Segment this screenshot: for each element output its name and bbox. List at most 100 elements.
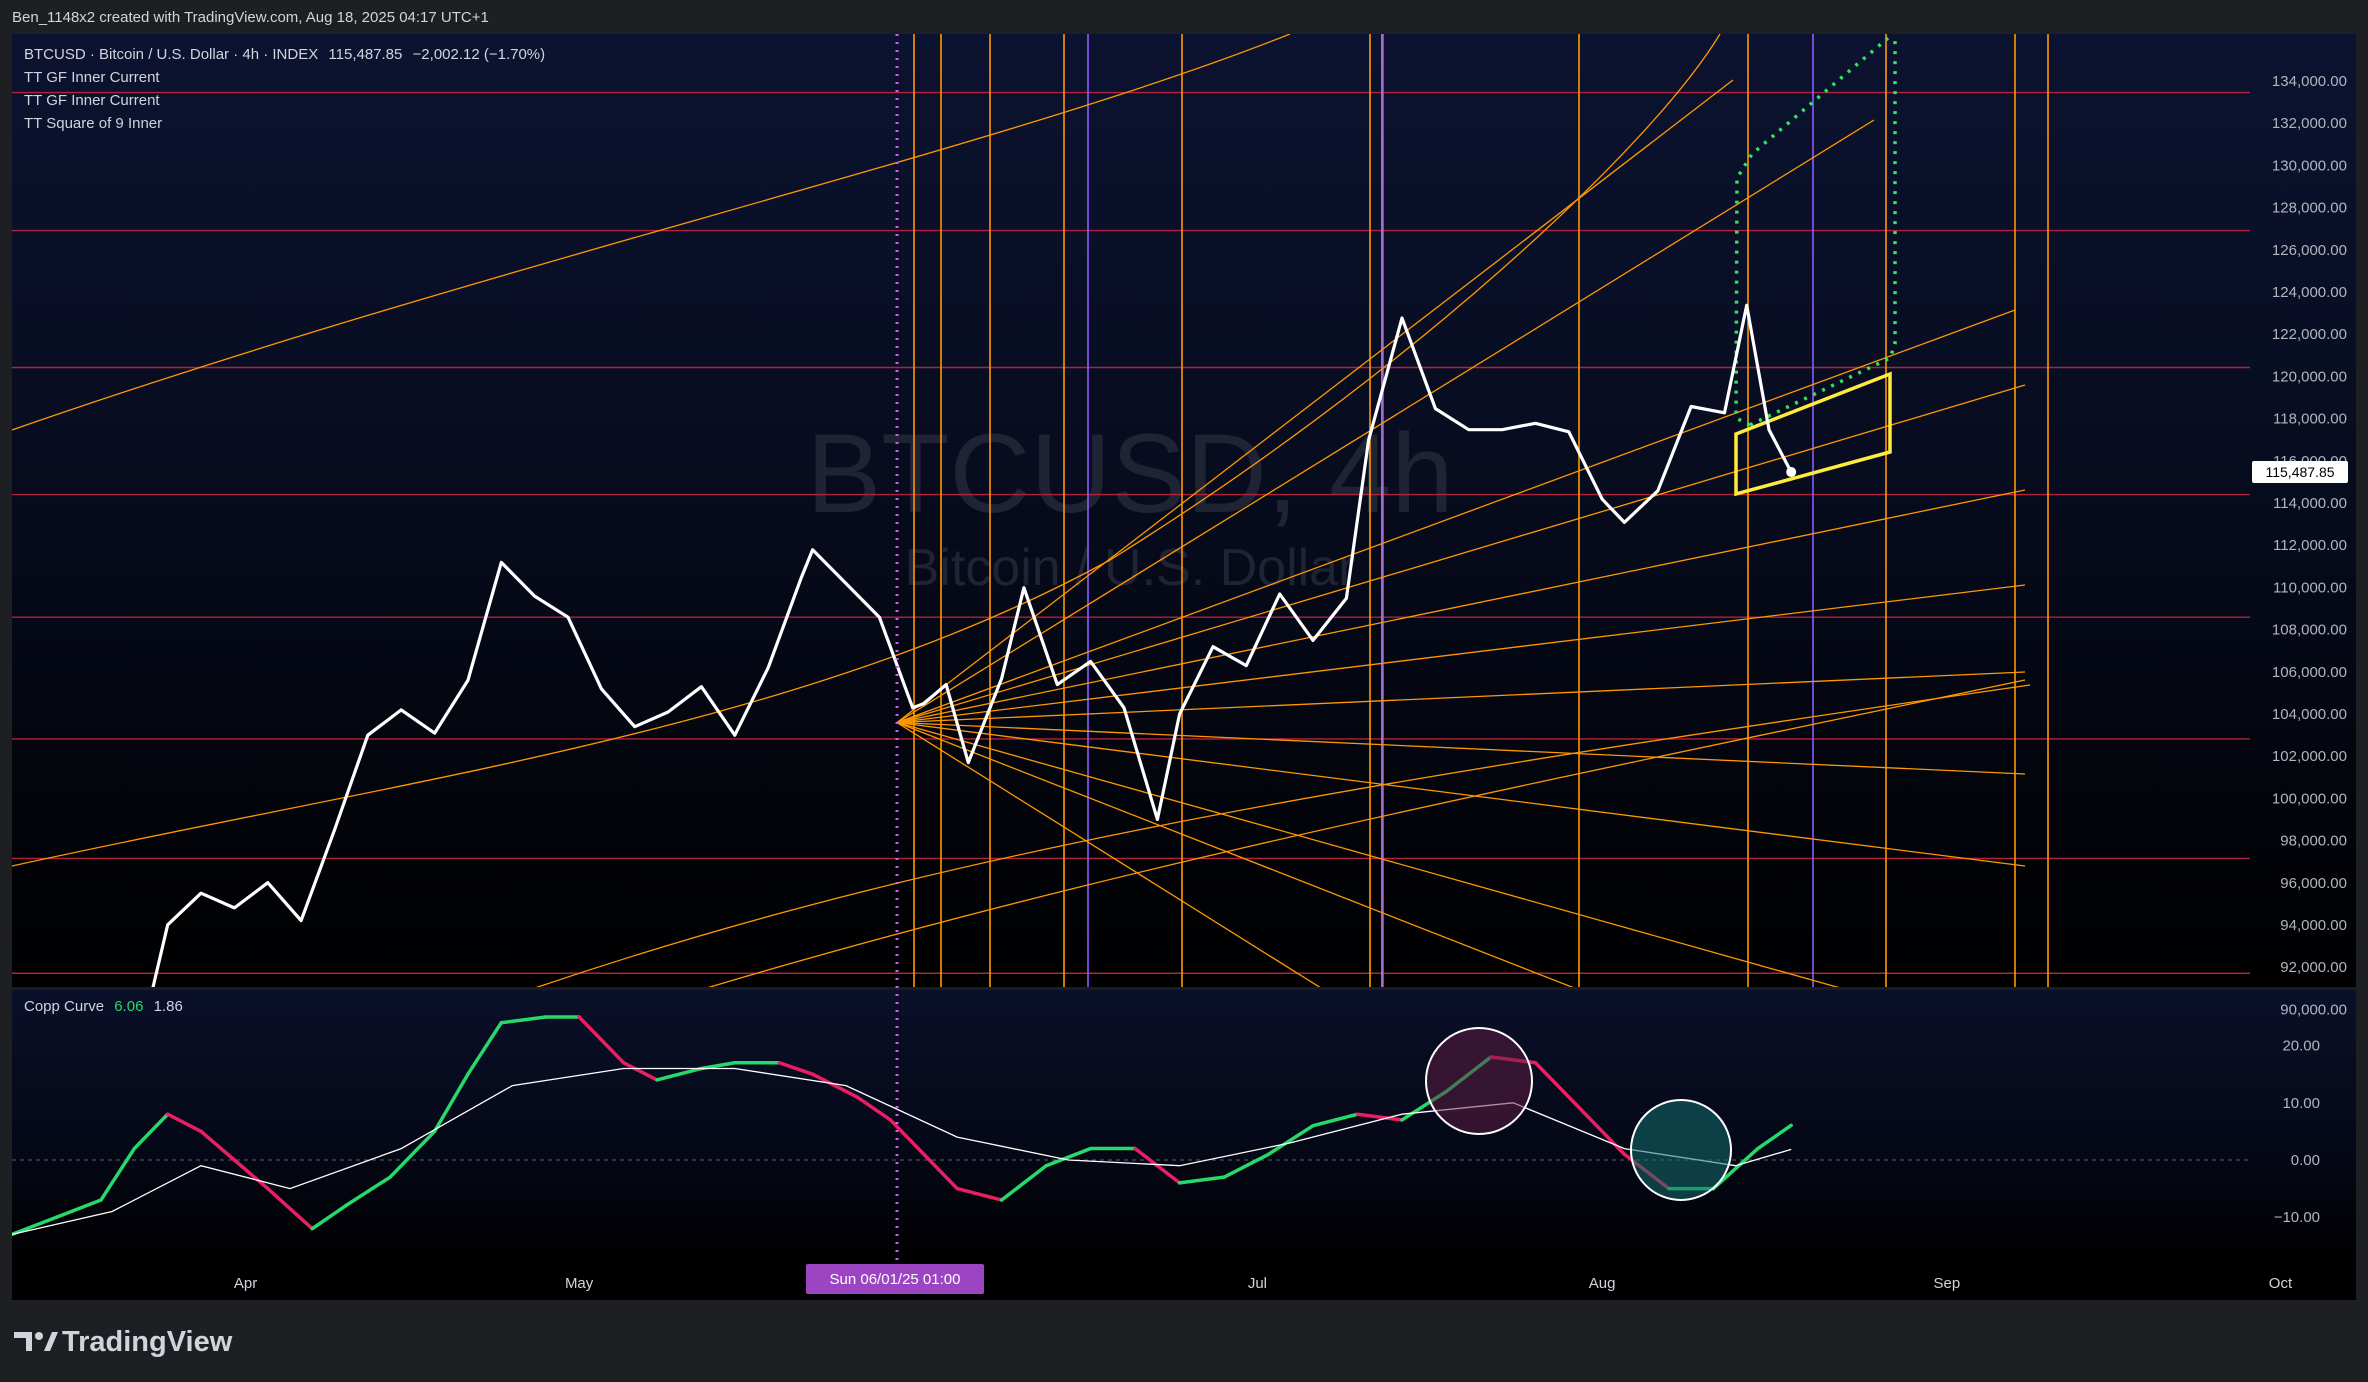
target-box[interactable]: [1734, 371, 1892, 497]
time-axis-label: Oct: [2269, 1275, 2293, 1292]
attribution-bar: Ben_1148x2 created with TradingView.com,…: [0, 0, 2368, 34]
fan-line: [896, 79, 1734, 724]
fan-line: [896, 721, 1321, 987]
copp-curve-value: 6.06: [114, 998, 144, 1015]
price-axis-label: 90,000.00: [2280, 1001, 2347, 1018]
copp-curve-segment: [577, 1015, 626, 1065]
highlight-circle-bottom: [1630, 1099, 1732, 1201]
fan-line: [896, 721, 2026, 867]
indicator-legend-1[interactable]: TT GF Inner Current: [24, 69, 160, 86]
copp-curve-legend[interactable]: Copp Curve 6.06 1.86: [24, 998, 183, 1015]
fan-line: [896, 721, 2026, 775]
copp-curve-segment: [999, 1163, 1048, 1202]
copp-curve-segment: [955, 1186, 1004, 1202]
copp-curve-segment: [655, 1066, 704, 1082]
fan-line: [896, 584, 2026, 724]
price-axis-label: 108,000.00: [2272, 622, 2347, 639]
signal-line: [12, 1067, 1792, 1236]
copp-curve-segment: [232, 1158, 270, 1191]
price-axis-label: 104,000.00: [2272, 706, 2347, 723]
copp-curve-name: Copp Curve: [24, 998, 105, 1015]
copp-curve-segment: [1222, 1152, 1271, 1179]
price-axis-label: 94,000.00: [2280, 917, 2347, 934]
copp-curve-segment: [810, 1072, 859, 1099]
oscillator-pane[interactable]: [12, 990, 2356, 1268]
time-axis-label: May: [565, 1275, 594, 1292]
time-axis-label: Jul: [1248, 1275, 1267, 1292]
projection-path-right: [1749, 38, 1897, 427]
tradingview-brand: TradingView: [62, 1326, 233, 1358]
curve-arc: [535, 684, 2031, 987]
price-change: −2,002.12 (−1.70%): [412, 46, 546, 63]
price-axis-label: 120,000.00: [2272, 368, 2347, 385]
time-axis-label: Aug: [1589, 1275, 1616, 1292]
copp-curve-segment: [1355, 1112, 1404, 1122]
price-axis-label: 96,000.00: [2280, 875, 2347, 892]
price-axis-label: 126,000.00: [2272, 242, 2347, 259]
copp-curve-segment: [432, 1072, 470, 1134]
copp-curve-segment: [699, 1061, 737, 1071]
copp-signal-value: 1.86: [153, 998, 183, 1015]
last-price: 115,487.85: [328, 46, 403, 63]
copp-curve-segment: [466, 1020, 504, 1076]
copp-curve-segment: [1533, 1061, 1582, 1111]
copp-curve-segment: [1266, 1123, 1315, 1157]
indicator-legend-3[interactable]: TT Square of 9 Inner: [24, 115, 163, 132]
curve-arc: [707, 679, 2026, 987]
highlight-circle-top: [1425, 1027, 1533, 1135]
curve-arc: [12, 34, 1721, 867]
copp-curve-segment: [1711, 1146, 1760, 1191]
copp-curve-segment: [855, 1095, 893, 1122]
main-plot-area: [12, 34, 2250, 1019]
price-axis-label: 98,000.00: [2280, 833, 2347, 850]
fan-line: [896, 489, 2026, 724]
copp-curve-segment: [310, 1204, 348, 1231]
copp-curve-segment: [621, 1061, 659, 1082]
copp-curve-segment: [1756, 1123, 1793, 1151]
watermark-subtitle: Bitcoin / U.S. Dollar: [905, 539, 1356, 597]
copp-curve-segment: [132, 1112, 170, 1151]
crosshair-time-label: Sun 06/01/25 01:00: [830, 1271, 961, 1288]
copp-curve-segment: [1044, 1146, 1093, 1168]
tradingview-logo-icon: [14, 1329, 58, 1353]
copp-curve-segment: [922, 1152, 959, 1191]
copp-curve-segment: [777, 1061, 815, 1076]
price-axis-label: 110,000.00: [2273, 579, 2347, 596]
last-price-dot: [1786, 467, 1797, 478]
price-axis-label: 130,000.00: [2272, 157, 2347, 174]
price-axis-label: 134,000.00: [2272, 73, 2347, 90]
last-price-tag: [2252, 461, 2348, 484]
curve-arc: [12, 34, 1291, 431]
price-axis-label: 118,000.00: [2273, 411, 2347, 428]
osc-axis-label: 10.00: [2282, 1095, 2320, 1112]
price-axis-label: 92,000.00: [2280, 959, 2347, 976]
copp-curve-segment: [54, 1198, 103, 1219]
copp-curve-segment: [165, 1112, 203, 1134]
copp-curve-segment: [199, 1129, 237, 1162]
price-axis-label: 128,000.00: [2272, 200, 2347, 217]
price-axis-label: 106,000.00: [2272, 664, 2347, 681]
last-price-tag-label: 115,487.85: [2265, 464, 2334, 480]
time-axis-label: Apr: [234, 1275, 257, 1292]
pane-separator[interactable]: [12, 987, 2356, 990]
copp-curve-segment: [99, 1146, 137, 1202]
price-axis-label: 124,000.00: [2272, 284, 2347, 301]
attribution-text: Ben_1148x2 created with TradingView.com,…: [12, 9, 489, 26]
price-axis-label: 132,000.00: [2272, 115, 2347, 132]
copp-curve-segment: [388, 1129, 437, 1179]
price-axis-label: 112,000.00: [2273, 537, 2347, 554]
copp-curve-segment: [1177, 1175, 1226, 1185]
copp-curve-segment: [499, 1015, 548, 1025]
time-axis-label: Sep: [1934, 1275, 1961, 1292]
chart-canvas[interactable]: BTCUSD, 4h Bitcoin / U.S. Dollar 134,000…: [0, 0, 2368, 1300]
copp-curve-segment: [888, 1118, 926, 1157]
indicator-legend-2[interactable]: TT GF Inner Current: [24, 92, 160, 109]
fan-line: [896, 309, 2016, 724]
symbol-legend[interactable]: BTCUSD · Bitcoin / U.S. Dollar · 4h · IN…: [24, 46, 545, 63]
price-axis-label: 100,000.00: [2272, 790, 2347, 807]
fan-line: [896, 671, 2026, 724]
osc-axis-label: −10.00: [2274, 1209, 2320, 1226]
tradingview-logo[interactable]: TradingView: [14, 1326, 232, 1359]
copp-curve-segment: [1133, 1146, 1182, 1185]
price-line[interactable]: [145, 303, 1793, 1019]
